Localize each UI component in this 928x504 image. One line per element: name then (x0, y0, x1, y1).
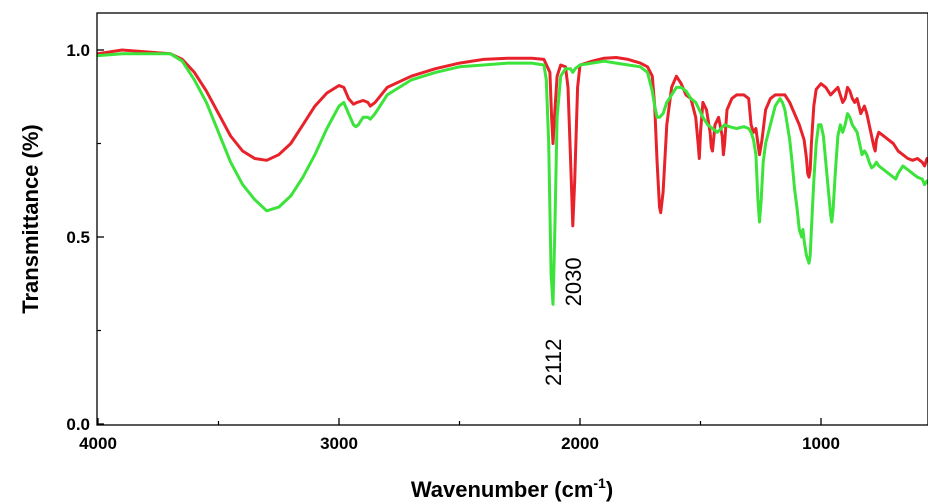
y-tick-label: 1.0 (66, 41, 90, 60)
peak-label-2112: 2112 (541, 339, 566, 386)
spectrum-line-2 (97, 52, 928, 306)
x-axis-title: Wavenumber (cm-1) (411, 475, 613, 502)
x-tick-label: 4000 (79, 434, 117, 453)
x-tick-label: 1000 (802, 434, 840, 453)
x-tick-label: 2000 (561, 434, 599, 453)
peak-annotations: 2112 2030 (541, 257, 586, 386)
y-axis-title: Transmittance (%) (18, 124, 43, 314)
spectrum-line-1 (97, 48, 928, 228)
plot-frame (96, 12, 928, 426)
x-axis: 4000 3000 2000 1000 (79, 418, 840, 453)
x-tick-label: 3000 (320, 434, 358, 453)
y-tick-label: 0.0 (66, 415, 90, 434)
peak-label-2030: 2030 (561, 257, 586, 306)
series-group (97, 48, 928, 306)
y-tick-label: 0.5 (66, 228, 90, 247)
y-axis: 0.0 0.5 1.0 (66, 41, 104, 434)
